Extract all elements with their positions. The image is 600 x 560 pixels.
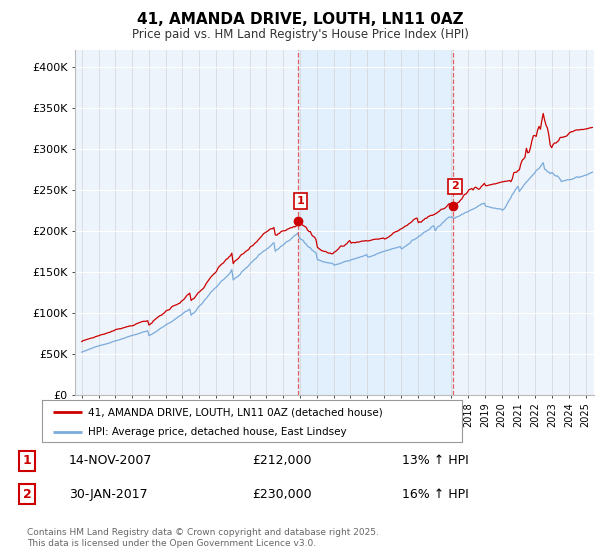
Text: Contains HM Land Registry data © Crown copyright and database right 2025.
This d: Contains HM Land Registry data © Crown c… [27, 528, 379, 548]
Text: 14-NOV-2007: 14-NOV-2007 [69, 454, 152, 467]
Text: Price paid vs. HM Land Registry's House Price Index (HPI): Price paid vs. HM Land Registry's House … [131, 28, 469, 41]
Text: 1: 1 [296, 196, 304, 206]
Text: 41, AMANDA DRIVE, LOUTH, LN11 0AZ (detached house): 41, AMANDA DRIVE, LOUTH, LN11 0AZ (detac… [88, 407, 383, 417]
Text: 16% ↑ HPI: 16% ↑ HPI [402, 488, 469, 501]
Bar [298, 50, 452, 395]
Text: 1: 1 [23, 454, 31, 467]
Text: 2: 2 [23, 488, 31, 501]
Text: £230,000: £230,000 [252, 488, 311, 501]
Text: 2: 2 [451, 181, 459, 192]
Text: HPI: Average price, detached house, East Lindsey: HPI: Average price, detached house, East… [88, 427, 347, 437]
Text: 41, AMANDA DRIVE, LOUTH, LN11 0AZ: 41, AMANDA DRIVE, LOUTH, LN11 0AZ [137, 12, 463, 27]
Text: 30-JAN-2017: 30-JAN-2017 [69, 488, 148, 501]
Text: £212,000: £212,000 [252, 454, 311, 467]
Text: 13% ↑ HPI: 13% ↑ HPI [402, 454, 469, 467]
